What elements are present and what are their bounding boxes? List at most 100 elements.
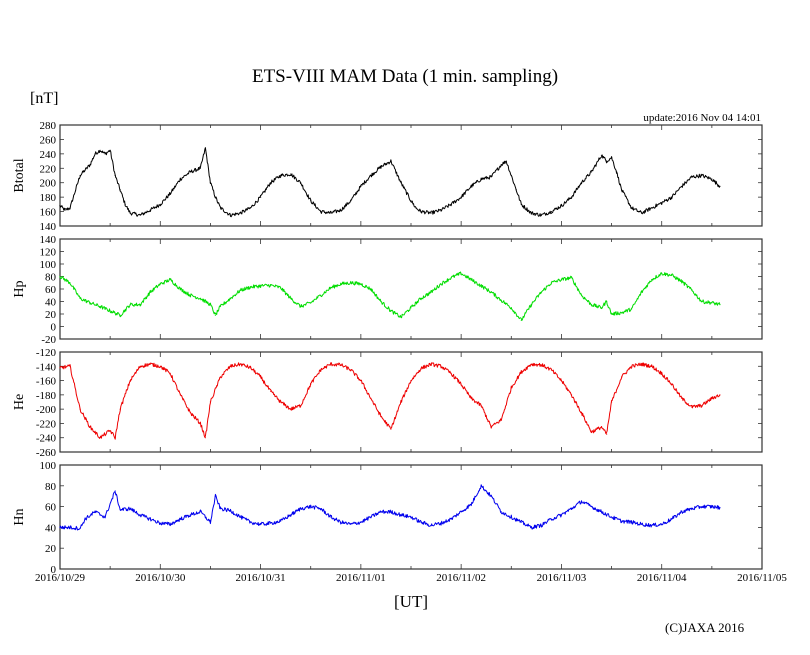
data-point [651,207,653,209]
data-point [370,288,372,290]
data-point [350,523,352,525]
data-point [139,214,141,216]
data-point [249,207,252,209]
x-tick-label: 2016/11/01 [336,572,386,584]
y-tick-label: 220 [40,163,57,175]
data-point [350,282,352,284]
data-point [410,307,412,309]
data-point [270,522,272,524]
data-point [510,387,512,389]
data-point [89,302,91,304]
data-point [631,521,633,523]
data-point [59,205,61,207]
data-point [79,527,81,530]
data-point [520,371,522,373]
data-point [310,506,312,508]
data-point [719,304,721,306]
data-point [520,203,522,205]
data-point [671,383,673,385]
data-point [480,285,482,287]
data-point [600,307,603,309]
series-line-btotal [59,147,721,218]
data-point [320,211,322,213]
data-point [270,182,272,184]
y-tick-label: 20 [45,309,57,321]
data-point [360,283,362,285]
x-tick-label: 2016/11/02 [436,572,486,584]
data-point [641,363,643,365]
data-point [691,289,693,291]
data-point [430,363,432,365]
data-point [340,209,342,211]
data-point [480,405,482,407]
data-point [159,365,161,367]
unit-label: [nT] [30,90,59,107]
data-point [270,284,272,286]
copyright-text: (C)JAXA 2016 [665,620,745,635]
data-point [440,283,442,285]
data-point [214,495,216,497]
data-point [450,518,452,520]
data-point [719,507,721,509]
data-point [661,272,663,274]
x-axis-label: [UT] [394,592,428,611]
data-point [189,171,191,173]
data-point [691,508,693,510]
y-tick-label: -240 [36,433,57,445]
data-point [570,394,573,396]
data-point [310,200,312,202]
data-point [260,285,262,287]
data-point [239,363,242,365]
data-point [440,365,442,367]
plot-frame-he [59,351,763,453]
data-point [681,397,683,399]
data-point [330,516,332,518]
y-tick-label: -220 [36,418,57,430]
y-tick-label: 140 [40,221,57,233]
data-point [570,196,573,198]
data-point [179,394,181,396]
data-point [380,511,382,513]
data-point [260,523,262,525]
data-point [320,508,322,510]
data-point [440,522,442,524]
data-point [99,149,101,151]
data-point [606,433,608,435]
data-point [631,365,633,367]
data-point [249,286,252,288]
data-point [79,297,81,299]
data-point [641,291,643,293]
data-point [360,185,362,187]
data-point [691,406,693,408]
data-point [370,174,372,177]
data-point [109,430,111,432]
data-point [149,291,151,293]
data-point [410,516,412,518]
y-tick-label: 40 [45,297,57,309]
x-tick-label: 2016/11/04 [637,572,687,584]
data-point [249,367,252,369]
data-point [611,516,613,518]
data-point [169,372,171,374]
series-line-he [59,362,721,440]
data-point [330,363,332,365]
data-point [129,304,131,306]
data-point [530,363,532,365]
data-point [64,209,66,211]
panel-label-he: He [12,394,27,410]
data-point [69,282,71,284]
panel-label-hp: Hp [12,280,27,297]
data-point [300,508,302,510]
data-point [310,383,312,385]
data-point [159,522,161,524]
data-point [701,174,703,177]
data-point [330,212,332,214]
x-tick-label: 2016/10/30 [135,572,186,584]
x-tick-label: 2016/10/29 [35,572,86,584]
data-point [59,526,61,529]
data-point [719,394,721,396]
data-point [420,521,422,523]
data-point [540,524,543,526]
data-point [550,211,553,213]
data-point [109,149,111,151]
